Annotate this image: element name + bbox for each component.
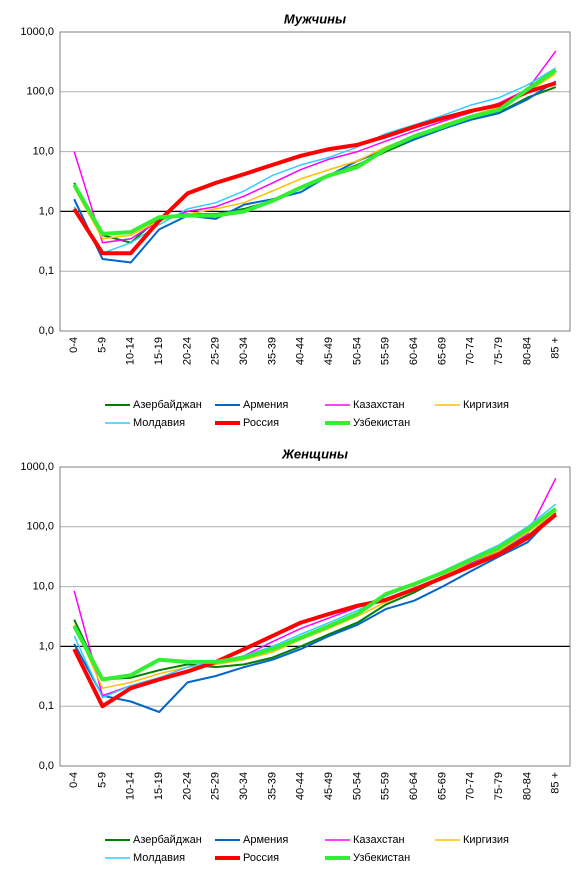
- y-tick-label: 100,0: [26, 521, 54, 533]
- x-tick-label: 30-34: [238, 337, 250, 365]
- x-tick-label: 5-9: [96, 772, 108, 788]
- y-tick-label: 1000,0: [20, 461, 54, 473]
- x-tick-label: 15-19: [153, 337, 165, 365]
- series-line: [73, 512, 557, 681]
- plot-border: [59, 31, 571, 332]
- x-tick-label: 45-49: [323, 772, 335, 800]
- x-tick-label: 35-39: [266, 337, 278, 365]
- y-tick-label: 1,0: [39, 205, 54, 217]
- y-tick-label: 100,0: [26, 86, 54, 98]
- x-tick-label: 80-84: [521, 772, 533, 800]
- x-tick-label: 65-69: [436, 772, 448, 800]
- x-tick-label: 10-14: [125, 337, 137, 365]
- x-tick-label: 75-79: [493, 772, 505, 800]
- x-tick-label: 50-54: [351, 772, 363, 800]
- legend-label: Киргизия: [463, 399, 509, 411]
- y-tick-label: 0,0: [39, 760, 54, 772]
- y-tick-label: 10,0: [33, 146, 54, 158]
- chart-title: Женщины: [281, 446, 348, 461]
- legend-label: Казахстан: [353, 399, 405, 411]
- legend-label: Узбекистан: [353, 852, 410, 864]
- legend-label: Азербайджан: [133, 399, 202, 411]
- series-line: [73, 73, 557, 240]
- series-line: [73, 512, 557, 713]
- legend-label: Азербайджан: [133, 834, 202, 846]
- legend-label: Россия: [243, 417, 279, 429]
- x-tick-label: 85 +: [550, 772, 562, 794]
- legend-label: Армения: [243, 834, 288, 846]
- x-tick-label: 5-9: [96, 337, 108, 353]
- x-tick-label: 20-24: [181, 772, 193, 800]
- x-tick-label: 70-74: [465, 772, 477, 800]
- y-tick-label: 10,0: [33, 581, 54, 593]
- x-tick-label: 80-84: [521, 337, 533, 365]
- series-line: [73, 510, 557, 689]
- legend-label: Молдавия: [133, 852, 185, 864]
- series-line: [72, 81, 557, 256]
- x-tick-label: 25-29: [210, 337, 222, 365]
- x-tick-label: 50-54: [351, 337, 363, 365]
- legend-label: Казахстан: [353, 834, 405, 846]
- x-tick-label: 45-49: [323, 337, 335, 365]
- x-tick-label: 65-69: [436, 337, 448, 365]
- y-tick-label: 0,0: [39, 325, 54, 337]
- x-tick-label: 55-59: [380, 337, 392, 365]
- plot-border: [59, 466, 571, 767]
- x-tick-label: 25-29: [210, 772, 222, 800]
- series-line: [73, 80, 557, 264]
- x-tick-label: 0-4: [68, 772, 80, 788]
- series-line: [72, 507, 557, 682]
- legend-label: Молдавия: [133, 417, 185, 429]
- series-line: [73, 50, 557, 244]
- x-tick-label: 0-4: [68, 337, 80, 353]
- x-tick-label: 75-79: [493, 337, 505, 365]
- series-line: [72, 513, 558, 709]
- y-tick-label: 0,1: [39, 265, 54, 277]
- chart-title: Мужчины: [284, 11, 346, 26]
- series-line: [72, 68, 557, 236]
- x-tick-label: 20-24: [181, 337, 193, 365]
- x-tick-label: 40-44: [295, 772, 307, 800]
- y-tick-label: 1000,0: [20, 26, 54, 38]
- x-tick-label: 30-34: [238, 772, 250, 800]
- legend-label: Киргизия: [463, 834, 509, 846]
- x-tick-label: 70-74: [465, 337, 477, 365]
- x-tick-label: 60-64: [408, 337, 420, 365]
- x-tick-label: 35-39: [266, 772, 278, 800]
- legend-label: Узбекистан: [353, 417, 410, 429]
- legend-label: Россия: [243, 852, 279, 864]
- x-tick-label: 55-59: [380, 772, 392, 800]
- y-tick-label: 1,0: [39, 640, 54, 652]
- x-tick-label: 15-19: [153, 772, 165, 800]
- x-tick-label: 10-14: [125, 772, 137, 800]
- y-tick-label: 0,1: [39, 700, 54, 712]
- x-tick-label: 85 +: [550, 337, 562, 359]
- x-tick-label: 40-44: [295, 337, 307, 365]
- x-tick-label: 60-64: [408, 772, 420, 800]
- legend-label: Армения: [243, 399, 288, 411]
